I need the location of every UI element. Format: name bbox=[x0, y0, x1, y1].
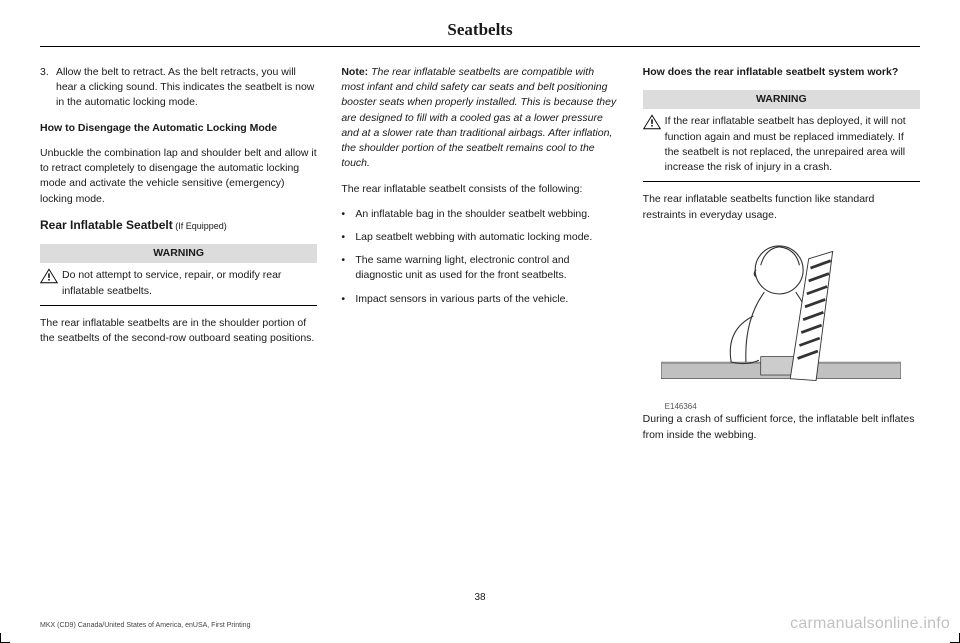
crop-mark-icon bbox=[946, 629, 960, 643]
watermark: carmanualsonline.info bbox=[790, 615, 950, 633]
footer-print-info: MKX (CD9) Canada/United States of Americ… bbox=[40, 622, 250, 629]
warning-text: Do not attempt to service, repair, or mo… bbox=[62, 268, 317, 298]
warning-label: WARNING bbox=[643, 90, 920, 109]
bullet-list: •An inflatable bag in the shoulder seatb… bbox=[341, 207, 618, 307]
warning-icon bbox=[40, 268, 58, 284]
warning-body: Do not attempt to service, repair, or mo… bbox=[40, 264, 317, 305]
paragraph: During a crash of sufficient force, the … bbox=[643, 412, 920, 442]
column-1: 3. Allow the belt to retract. As the bel… bbox=[40, 65, 317, 453]
column-2: Note: The rear inflatable seatbelts are … bbox=[341, 65, 618, 453]
crop-mark-icon bbox=[0, 629, 14, 643]
step-text: Allow the belt to retract. As the belt r… bbox=[56, 65, 317, 111]
list-item: •Lap seatbelt webbing with automatic loc… bbox=[341, 230, 618, 245]
list-item: •The same warning light, electronic cont… bbox=[341, 253, 618, 283]
paragraph: The rear inflatable seatbelt consists of… bbox=[341, 182, 618, 197]
section-header: Seatbelts bbox=[40, 20, 920, 47]
step-number: 3. bbox=[40, 65, 56, 111]
paragraph: The rear inflatable seatbelts are in the… bbox=[40, 316, 317, 346]
section-heading-inflatable: Rear Inflatable Seatbelt (If Equipped) bbox=[40, 217, 317, 234]
if-equipped: (If Equipped) bbox=[173, 221, 227, 231]
note: Note: The rear inflatable seatbelts are … bbox=[341, 65, 618, 172]
note-text: The rear inflatable seatbelts are compat… bbox=[341, 66, 616, 169]
note-lead: Note: bbox=[341, 66, 368, 78]
paragraph: Unbuckle the combination lap and shoulde… bbox=[40, 146, 317, 207]
figure-seatbelt: E146364 bbox=[643, 233, 920, 413]
content-columns: 3. Allow the belt to retract. As the bel… bbox=[40, 65, 920, 453]
warning-icon bbox=[643, 114, 661, 130]
list-item: •Impact sensors in various parts of the … bbox=[341, 292, 618, 307]
column-3: How does the rear inflatable seatbelt sy… bbox=[643, 65, 920, 453]
step-3: 3. Allow the belt to retract. As the bel… bbox=[40, 65, 317, 111]
warning-label: WARNING bbox=[40, 244, 317, 263]
list-item: •An inflatable bag in the shoulder seatb… bbox=[341, 207, 618, 222]
subheading-disengage: How to Disengage the Automatic Locking M… bbox=[40, 121, 317, 136]
warning-body: If the rear inflatable seatbelt has depl… bbox=[643, 110, 920, 182]
section-title: Rear Inflatable Seatbelt bbox=[40, 218, 173, 232]
manual-page: Seatbelts 3. Allow the belt to retract. … bbox=[0, 0, 960, 453]
paragraph: The rear inflatable seatbelts function l… bbox=[643, 192, 920, 222]
subheading-how-work: How does the rear inflatable seatbelt sy… bbox=[643, 65, 920, 80]
page-number: 38 bbox=[0, 592, 960, 603]
warning-text: If the rear inflatable seatbelt has depl… bbox=[665, 114, 920, 175]
figure-label: E146364 bbox=[643, 401, 920, 413]
